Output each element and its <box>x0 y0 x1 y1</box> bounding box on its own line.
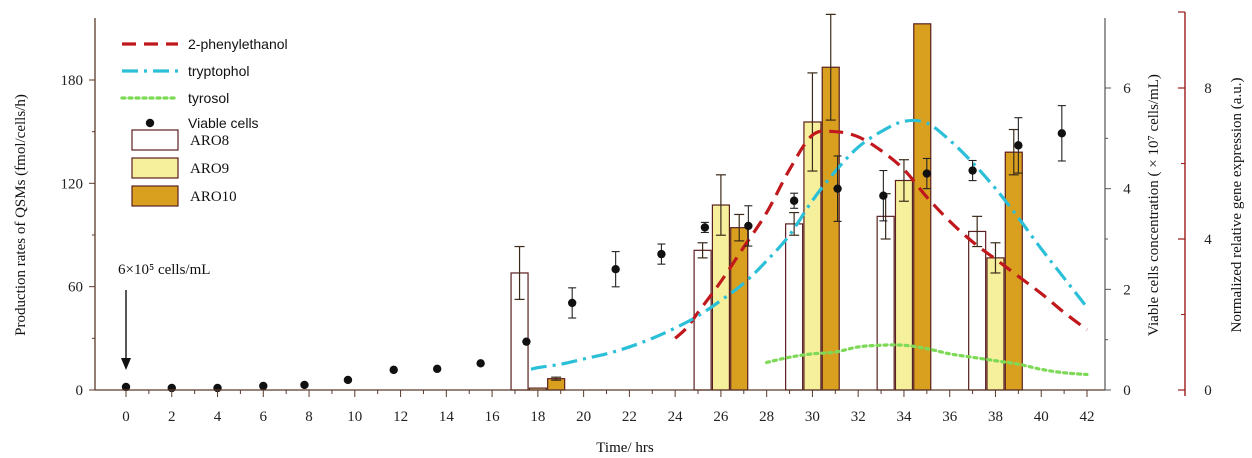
bar-aro8 <box>785 223 804 391</box>
x-tick-label: 6 <box>260 409 268 425</box>
legend-label: ARO8 <box>190 133 229 149</box>
viable-cells-point <box>700 223 710 232</box>
viable-cells-point <box>1057 129 1067 138</box>
bar-aro8 <box>968 230 987 391</box>
y-expression-tick-label: 8 <box>1204 81 1212 97</box>
annotation-arrow-head <box>121 358 131 370</box>
viable-cells-point <box>789 196 799 205</box>
x-tick-label: 0 <box>122 409 130 425</box>
y-expression-tick-label: 0 <box>1204 383 1212 399</box>
viable-cells-point <box>522 337 531 346</box>
x-tick-label: 36 <box>942 409 958 425</box>
x-tick-label: 8 <box>305 409 313 425</box>
bar-aro10 <box>913 23 932 391</box>
legend-label: 2-phenylethanol <box>188 36 288 52</box>
bars-layer <box>510 13 1023 391</box>
line-tryptophol <box>530 118 1089 371</box>
legend-label: ARO9 <box>190 161 229 177</box>
line-2-phenylethanol <box>674 129 1088 340</box>
y-left-tick-label: 180 <box>61 73 84 89</box>
y-viable-tick-label: 2 <box>1123 282 1131 298</box>
y-viable-tick-label: 0 <box>1123 383 1131 399</box>
lines-layer <box>530 118 1089 377</box>
x-tick-label: 22 <box>622 409 637 425</box>
bar-aro8 <box>876 215 895 391</box>
viable-cells-point <box>121 382 131 392</box>
x-axis-title: Time/ hrs <box>596 440 654 456</box>
viable-cells-point <box>343 375 353 385</box>
bar-aro10 <box>1004 151 1023 391</box>
legend-swatch-aro9 <box>131 157 179 179</box>
x-tick-label: 30 <box>805 409 820 425</box>
x-tick-label: 12 <box>393 409 408 425</box>
x-tick-label: 40 <box>1034 409 1049 425</box>
legend-swatch-viable-cells <box>145 118 155 128</box>
viable-cells-point <box>259 381 268 391</box>
legend-swatch-aro8 <box>131 129 179 151</box>
x-tick-label: 24 <box>668 409 684 425</box>
annotation-label: 6×10⁵ cells/mL <box>118 262 210 278</box>
x-tick-label: 32 <box>851 409 866 425</box>
x-tick-label: 16 <box>485 409 501 425</box>
axes-layer: 0 2 4 6 8 10 12 14 16 18 20 22 24 26 28 30 32 34 36 38 40 420… <box>61 11 1212 425</box>
viable-cells-point <box>833 184 842 193</box>
x-tick-label: 38 <box>988 409 1003 425</box>
legend-label: tryptophol <box>188 63 249 79</box>
points-layer <box>121 105 1067 393</box>
bar-aro10 <box>730 227 749 391</box>
viable-cells-point <box>1014 141 1023 150</box>
viable-cells-point <box>922 169 932 178</box>
y-left-axis-title: Production rates of QSMs (fmol/cells/h) <box>13 94 29 336</box>
line-tyrosol <box>765 343 1089 377</box>
viable-cells-point <box>968 166 977 175</box>
y-left-tick-label: 120 <box>61 176 84 192</box>
x-tick-label: 26 <box>713 409 729 425</box>
x-tick-label: 18 <box>530 409 545 425</box>
x-tick-label: 20 <box>576 409 591 425</box>
viable-cells-point <box>611 265 620 274</box>
viable-cells-point <box>432 364 442 374</box>
bar-aro8 <box>693 249 712 391</box>
y-viable-axis-title: Viable cells concentration ( × 10⁷ cells… <box>1146 74 1162 336</box>
viable-cells-point <box>476 359 485 368</box>
legend-label: Viable cells <box>188 115 259 131</box>
x-tick-label: 2 <box>168 409 176 425</box>
viable-cells-point <box>389 365 398 375</box>
legend-layer: 2-phenylethanol tryptophol tyrosol Viable c… <box>120 36 288 207</box>
y-expression-axis-title: Normalized relative gene expression (a.u… <box>1229 78 1245 333</box>
viable-cells-point <box>744 221 753 231</box>
viable-cells-point <box>879 191 888 200</box>
annotation-layer: 6×10⁵ cells/mL <box>118 262 210 370</box>
y-viable-tick-label: 6 <box>1123 81 1131 97</box>
viable-cells-point <box>300 380 309 390</box>
bar-aro9 <box>986 257 1005 391</box>
y-viable-tick-label: 4 <box>1123 182 1131 198</box>
x-tick-label: 10 <box>347 409 362 425</box>
x-tick-label: 34 <box>896 409 912 425</box>
viable-cells-point <box>657 249 666 259</box>
y-left-tick-label: 0 <box>76 383 84 399</box>
legend-label: ARO10 <box>190 189 237 205</box>
legend-label: tyrosol <box>188 90 229 106</box>
x-tick-label: 42 <box>1080 409 1095 425</box>
bar-aro9 <box>894 179 914 391</box>
x-tick-label: 14 <box>439 409 455 425</box>
legend-swatch-aro10 <box>131 185 179 207</box>
x-tick-label: 4 <box>214 409 222 425</box>
y-left-tick-label: 60 <box>68 280 83 296</box>
y-expression-tick-label: 4 <box>1204 232 1212 248</box>
viable-cells-point <box>567 298 577 308</box>
x-tick-label: 28 <box>759 409 774 425</box>
